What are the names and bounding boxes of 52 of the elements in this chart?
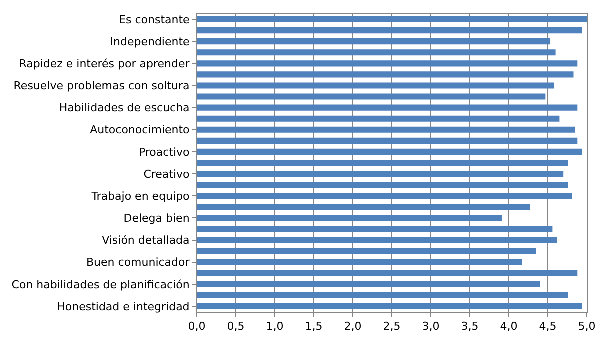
bar [197,116,560,122]
x-tick-label: 4,5 [539,320,557,334]
y-tick-label: Buen comunicador [86,256,190,270]
y-tick-label: Autoconocimiento [90,124,190,137]
x-tick-label: 4,0 [500,320,518,334]
bar [197,138,578,144]
bar [197,72,574,78]
y-tick-label: Trabajo en equipo [90,190,190,203]
y-tick-label: Habilidades de escucha [59,102,190,115]
bar [197,38,550,45]
bar [197,160,568,166]
bar [197,303,582,310]
bar [197,215,502,222]
bar [197,226,553,232]
bar [197,193,572,200]
bar [197,281,540,288]
bar [197,82,554,89]
y-tick-label: Honestidad e integridad [57,300,190,314]
bar [197,60,578,67]
bar [197,270,578,276]
bar [197,204,530,210]
bar [197,237,558,244]
x-tick-label: 1,5 [305,320,323,334]
x-tick-label: 3,0 [422,320,440,334]
y-tick-label: Rapidez e interés por aprender [19,58,190,71]
y-tick-label: Creativo [144,168,190,181]
bar [197,248,536,254]
bar [197,16,587,23]
bar [197,126,576,133]
y-tick-label: Resuelve problemas con soltura [14,80,190,93]
y-tick-label: Con habilidades de planificación [12,278,190,292]
x-tick-label: 0,0 [188,320,206,334]
x-tick-label: 2,5 [383,320,401,334]
y-tick-label: Delega bien [124,212,190,226]
x-tick-label: 2,0 [344,320,362,334]
bar [197,171,564,178]
bar [197,292,568,298]
bar [197,28,582,34]
x-tick-label: 3,5 [461,320,479,334]
y-tick-label: Proactivo [138,146,190,159]
bar [197,104,578,111]
y-tick-label: Visión detallada [102,234,190,248]
bar [197,94,546,100]
bar [197,148,582,155]
bar [197,259,522,266]
y-tick-label: Es constante [119,13,190,26]
bar [197,182,568,188]
x-tick-label: 5,0 [578,320,596,334]
x-tick-label: 1,0 [266,320,284,334]
y-tick-label: Independiente [110,35,190,48]
bar [197,50,556,56]
x-tick-label: 0,5 [227,320,245,334]
